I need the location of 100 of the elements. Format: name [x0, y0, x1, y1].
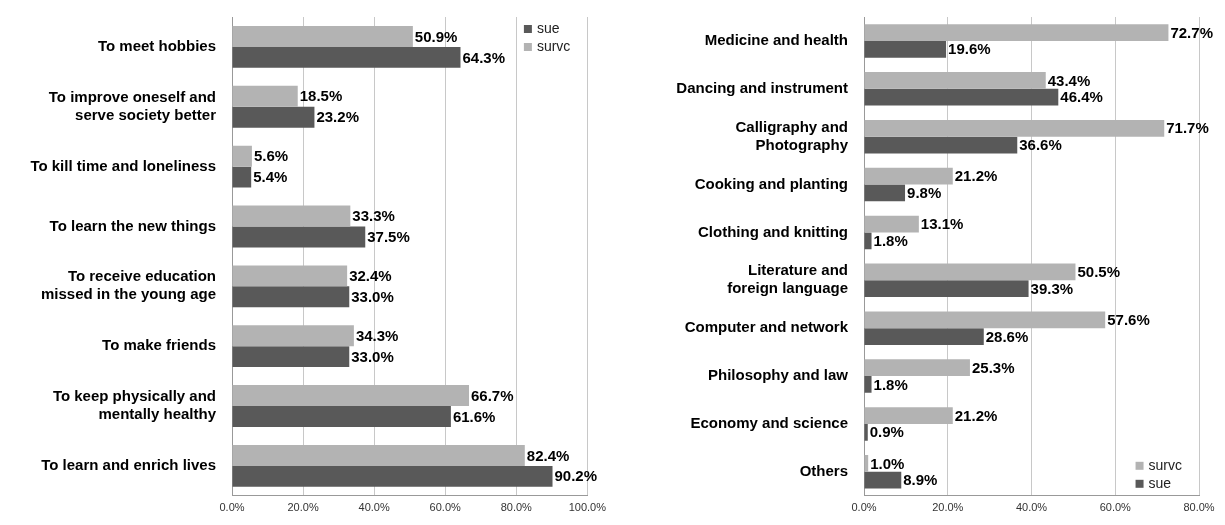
bar	[864, 119, 1165, 137]
y-tick-label: Dancing and instrument	[676, 78, 848, 96]
y-tick-label: Medicine and health	[704, 31, 848, 49]
y-tick-label: To keep physically and mentally healthy	[52, 387, 217, 423]
bar	[232, 444, 525, 466]
data-label: 33.0%	[351, 287, 394, 305]
x-tick-label: 40.0%	[358, 501, 390, 514]
data-label: 5.4%	[253, 168, 288, 186]
x-tick-label: 20.0%	[287, 501, 319, 514]
data-label: 8.9%	[903, 471, 938, 489]
y-tick-label: Literature and foreign language	[727, 261, 848, 297]
bar	[864, 280, 1029, 298]
data-label: 23.2%	[316, 108, 359, 126]
bar	[232, 406, 451, 427]
bar	[232, 346, 350, 368]
bar	[864, 167, 953, 185]
data-label: 19.6%	[948, 40, 991, 58]
data-label: 71.7%	[1166, 119, 1209, 137]
bar	[864, 328, 984, 345]
data-label: 61.6%	[452, 407, 496, 425]
bar	[232, 385, 470, 407]
y-tick-label: To improve oneself and serve society better	[48, 87, 217, 123]
bar	[864, 24, 1169, 41]
y-tick-label: Cooking and planting	[694, 174, 848, 192]
bar	[864, 359, 970, 377]
x-tick-label: 0.0%	[219, 501, 245, 514]
x-tick-label: 80.0%	[1183, 501, 1215, 514]
x-tick-label: 0.0%	[851, 501, 877, 514]
bar	[864, 407, 953, 424]
y-tick-label: To meet hobbies	[97, 37, 216, 55]
bar	[864, 136, 1018, 154]
data-label: 39.3%	[1030, 279, 1074, 297]
bar	[232, 265, 348, 287]
data-label: 33.0%	[351, 347, 394, 365]
legend-label: survc	[536, 37, 571, 54]
data-label: 46.4%	[1060, 88, 1103, 106]
data-label: 1.0%	[870, 454, 905, 472]
data-label: 1.8%	[873, 231, 908, 249]
data-label: 90.2%	[554, 467, 598, 485]
bar	[864, 40, 947, 58]
bar	[232, 286, 350, 308]
bar	[864, 423, 868, 441]
data-label: 28.6%	[985, 327, 1029, 345]
data-label: 0.9%	[869, 423, 904, 441]
bar	[864, 471, 902, 489]
data-label: 21.2%	[954, 406, 998, 424]
bar	[232, 106, 315, 128]
data-label: 72.7%	[1170, 23, 1213, 41]
bar	[232, 166, 252, 188]
x-tick-label: 40.0%	[1015, 501, 1048, 514]
data-label: 1.8%	[873, 375, 908, 393]
bar	[232, 25, 413, 47]
y-tick-label: Clothing and knitting	[698, 222, 848, 240]
data-label: 33.3%	[352, 207, 395, 225]
y-tick-label: Calligraphy and Photography	[735, 117, 849, 153]
data-label: 64.3%	[462, 48, 506, 66]
data-label: 25.3%	[971, 358, 1015, 376]
y-tick-label: To kill time and loneliness	[30, 156, 216, 174]
bar	[864, 376, 872, 393]
legend-label: sue	[1148, 474, 1172, 491]
data-label: 82.4%	[526, 446, 570, 464]
y-tick-label: To learn and enrich lives	[41, 456, 216, 474]
data-label: 36.6%	[1019, 136, 1062, 154]
y-tick-label: To receive education missed in the young age	[40, 267, 216, 303]
bar	[232, 325, 354, 347]
data-label: 66.7%	[471, 386, 514, 404]
y-tick-label: To make friends	[102, 336, 216, 354]
data-label: 13.1%	[920, 215, 964, 233]
bar	[232, 46, 461, 68]
data-label: 37.5%	[367, 228, 410, 246]
bar	[232, 465, 553, 487]
data-label: 50.9%	[414, 27, 458, 45]
y-tick-label: Others	[799, 462, 848, 479]
bar	[864, 88, 1059, 106]
bar	[232, 226, 366, 248]
bar	[864, 72, 1046, 89]
data-label: 9.8%	[907, 184, 942, 202]
x-tick-label: 60.0%	[429, 501, 462, 514]
bar	[232, 145, 252, 167]
bar	[864, 215, 919, 233]
legend-label: sue	[536, 19, 560, 36]
y-tick-label: Philosophy and law	[707, 366, 849, 384]
data-label: 21.2%	[954, 167, 998, 185]
data-label: 57.6%	[1107, 310, 1150, 328]
x-tick-label: 80.0%	[500, 501, 533, 514]
data-label: 18.5%	[299, 87, 343, 105]
y-tick-label: Economy and science	[690, 414, 848, 432]
x-tick-label: 100.0%	[568, 501, 607, 514]
data-label: 32.4%	[349, 266, 392, 284]
x-tick-label: 20.0%	[932, 501, 964, 514]
bar	[864, 311, 1106, 329]
data-label: 43.4%	[1047, 71, 1091, 89]
y-tick-label: To learn the new things	[49, 216, 216, 234]
data-label: 34.3%	[355, 326, 399, 344]
x-tick-label: 60.0%	[1099, 501, 1132, 514]
bar	[232, 205, 351, 227]
bar	[232, 85, 298, 107]
data-label: 50.5%	[1077, 263, 1121, 281]
legend-label: survc	[1148, 456, 1182, 473]
bar	[864, 263, 1076, 281]
